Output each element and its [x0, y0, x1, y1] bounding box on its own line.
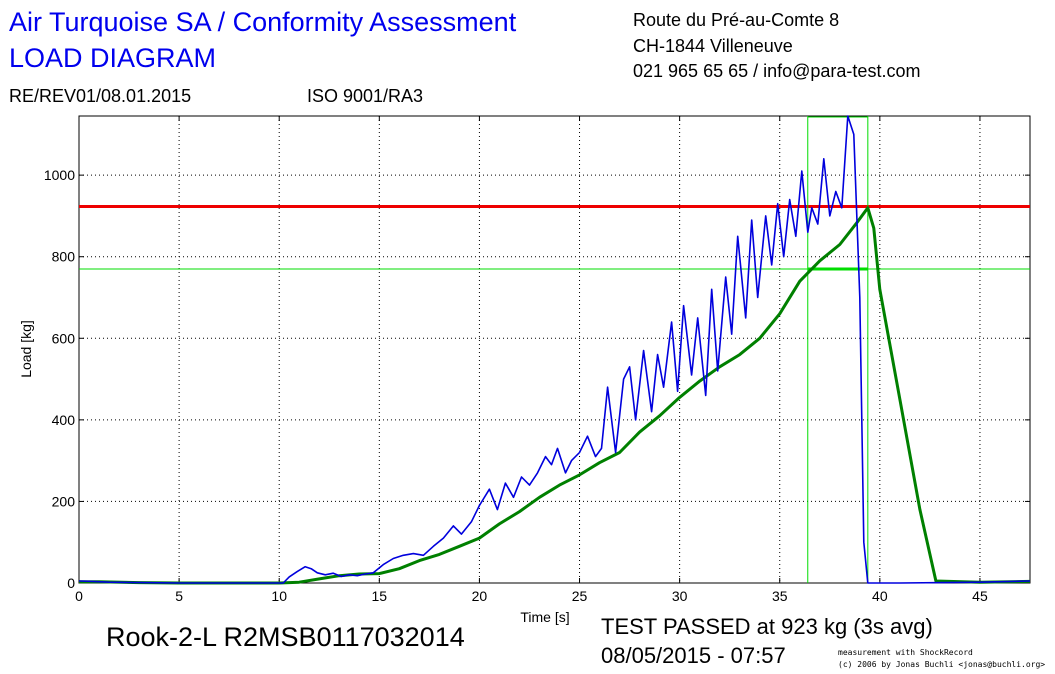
reference-lines [79, 116, 1030, 583]
y-tick-label: 1000 [44, 167, 75, 183]
iso-label: ISO 9001/RA3 [307, 86, 424, 106]
report-title: Air Turquoise SA / Conformity Assessment [9, 7, 517, 37]
address-contact: 021 965 65 65 / info@para-test.com [633, 61, 921, 81]
y-axis-label: Load [kg] [18, 320, 34, 378]
test-result: TEST PASSED at 923 kg (3s avg) [601, 614, 933, 639]
y-tick-label: 800 [52, 249, 76, 265]
grid [79, 116, 1030, 583]
credit-line: measurement with ShockRecord [838, 648, 973, 657]
copyright-line: (c) 2006 by Jonas Buchli <jonas@buchli.o… [838, 660, 1046, 669]
x-tick-label: 5 [175, 588, 183, 604]
product-label: Rook-2-L R2MSB0117032014 [106, 622, 465, 652]
y-tick-label: 200 [52, 493, 76, 509]
x-tick-label: 15 [372, 588, 388, 604]
revision-label: RE/REV01/08.01.2015 [9, 86, 192, 106]
y-tick-label: 400 [52, 412, 76, 428]
x-tick-label: 20 [472, 588, 488, 604]
raw-load-line [78, 115, 1031, 584]
x-tick-label: 45 [972, 588, 988, 604]
address-city: CH-1844 Villeneuve [633, 36, 793, 56]
x-tick-label: 25 [572, 588, 588, 604]
address-street: Route du Pré-au-Comte 8 [633, 10, 840, 30]
series-lines [78, 115, 1031, 585]
y-tick-label: 0 [67, 575, 75, 591]
test-datetime: 08/05/2015 - 07:57 [601, 643, 786, 668]
x-tick-label: 0 [75, 588, 83, 604]
x-axis-label: Time [s] [520, 609, 569, 625]
x-tick-label: 30 [672, 588, 688, 604]
average-load-line [79, 206, 1031, 585]
x-tick-label: 10 [271, 588, 287, 604]
y-tick-label: 600 [52, 330, 76, 346]
plot-frame [78, 115, 1031, 584]
diagram-title: LOAD DIAGRAM [9, 43, 217, 73]
axes: 0 5 10 15 20 25 30 35 40 45 0 200 400 600 800 1000 [44, 116, 1030, 604]
x-tick-label: 40 [872, 588, 888, 604]
x-tick-label: 35 [772, 588, 788, 604]
